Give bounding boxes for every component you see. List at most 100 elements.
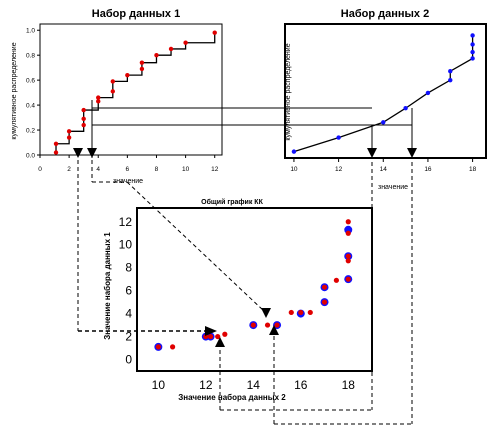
panel2-point [291, 149, 297, 154]
panel1-point [168, 46, 174, 52]
panel1-point [183, 40, 188, 45]
arrow-down-icon [261, 308, 271, 318]
panel1-xtick-label: 8 [155, 166, 159, 173]
panel3-point [345, 276, 351, 282]
panel3-point [345, 258, 351, 264]
panel1-cdf-line [55, 32, 216, 153]
panel3-point [207, 333, 214, 340]
panel3-xtick-label: 18 [342, 378, 356, 392]
panel1-point [125, 72, 130, 78]
panel1-point [66, 135, 72, 140]
panel1-point [81, 116, 86, 122]
panel3-xtick-label: 10 [152, 378, 166, 392]
panel2-xlabel: значение [378, 184, 408, 191]
panel1-xtick-label: 2 [67, 166, 71, 173]
arrow-down-icon [367, 148, 377, 158]
panel1-point [96, 99, 101, 104]
panel1-xtick-label: 10 [182, 166, 190, 173]
panel3-point [321, 284, 328, 290]
panel3-ytick-label: 8 [125, 261, 132, 275]
panel1-ylabel: кумулятивное распределение [11, 42, 18, 139]
panel3-ytick-label: 4 [125, 307, 132, 321]
panel1-ytick-label: 0.0 [26, 153, 35, 160]
panel2-point [470, 56, 475, 61]
arrow-up-icon [269, 325, 279, 335]
panel1-point [53, 150, 59, 155]
arrow-down-icon [407, 148, 417, 158]
panel1-title: Набор данных 1 [92, 8, 180, 20]
panel3-xlabel: Значение набора данных 2 [178, 393, 286, 402]
panel3-point [274, 322, 280, 328]
panel1-xlabel: значение [113, 178, 143, 185]
panel3-point [298, 309, 304, 316]
panel2-point [425, 90, 431, 96]
panel1-point [139, 60, 145, 65]
panel1-point [53, 141, 59, 146]
panel2-point [470, 49, 475, 55]
panel1-point [66, 129, 72, 134]
panel3-title: Общий график КК [201, 198, 263, 206]
panel1-point [212, 30, 217, 35]
panel2-point [381, 120, 386, 125]
arrow-down-icon [87, 148, 97, 158]
dashed-connector [126, 181, 266, 313]
panel2-title: Набор данных 2 [341, 8, 429, 20]
panel1-point [154, 52, 159, 58]
panel2-point [448, 69, 453, 74]
arrow-up-icon [215, 337, 225, 347]
panel3-xtick-label: 14 [247, 378, 261, 392]
panel2-point [448, 77, 453, 83]
panel3-ytick-label: 2 [125, 330, 132, 344]
panel2-frame [284, 23, 487, 159]
panel2-point [470, 42, 475, 47]
panel2-point [403, 106, 408, 111]
panel3-point [333, 277, 339, 283]
panel3-point [345, 230, 351, 236]
panel3-point [155, 344, 161, 350]
panel3-point [345, 219, 351, 225]
panel3-point [307, 309, 313, 316]
panel2-xtick-label: 18 [469, 166, 477, 173]
panel3-point [222, 331, 228, 337]
arrow-right-icon [205, 326, 217, 336]
panel3-ytick-label: 0 [125, 353, 132, 367]
panel1-ytick-label: 1.0 [26, 28, 35, 35]
panel2-xtick-label: 14 [380, 166, 388, 173]
panel2-cdf-line [293, 35, 474, 153]
panel2-xtick-label: 10 [290, 166, 298, 173]
panel3-point [170, 344, 176, 350]
panel1-ytick-label: 0.6 [26, 78, 35, 85]
panel1-point [110, 89, 116, 94]
panel1-frame [39, 23, 223, 156]
panel3-xtick-label: 12 [199, 378, 213, 392]
panel1-point [139, 66, 145, 72]
arrow-down-icon [73, 148, 83, 158]
panel3-ytick-label: 6 [125, 284, 132, 298]
panel2-point [336, 135, 341, 140]
panel1-point [81, 107, 86, 113]
panel3-ytick-label: 10 [119, 238, 133, 252]
panel3-point [203, 333, 209, 340]
panel3-point [288, 309, 294, 316]
panel1-xtick-label: 12 [211, 166, 219, 173]
panel1-point [81, 122, 86, 128]
panel3-point [264, 322, 271, 328]
panel1-point [96, 95, 101, 100]
panel2-xtick-label: 16 [424, 166, 432, 173]
panel1-xtick-label: 4 [96, 166, 100, 173]
panel3-point [250, 322, 256, 328]
panel1-ytick-label: 0.2 [26, 128, 35, 135]
panel3-point [345, 253, 351, 259]
panel3-point [321, 299, 328, 305]
panel1-xtick-label: 0 [38, 166, 42, 173]
panel3-ytick-label: 12 [119, 215, 133, 229]
panel3-xtick-label: 16 [294, 378, 308, 392]
panel2-point [470, 33, 475, 38]
panel1-ytick-label: 0.4 [26, 103, 35, 110]
panel2-xtick-label: 12 [335, 166, 343, 173]
panel1-point [110, 79, 116, 84]
panel2-ylabel: кумулятивное распределение [285, 43, 292, 140]
panel3-ylabel: Значение набора данных 1 [103, 232, 112, 340]
panel3-point [215, 333, 221, 340]
